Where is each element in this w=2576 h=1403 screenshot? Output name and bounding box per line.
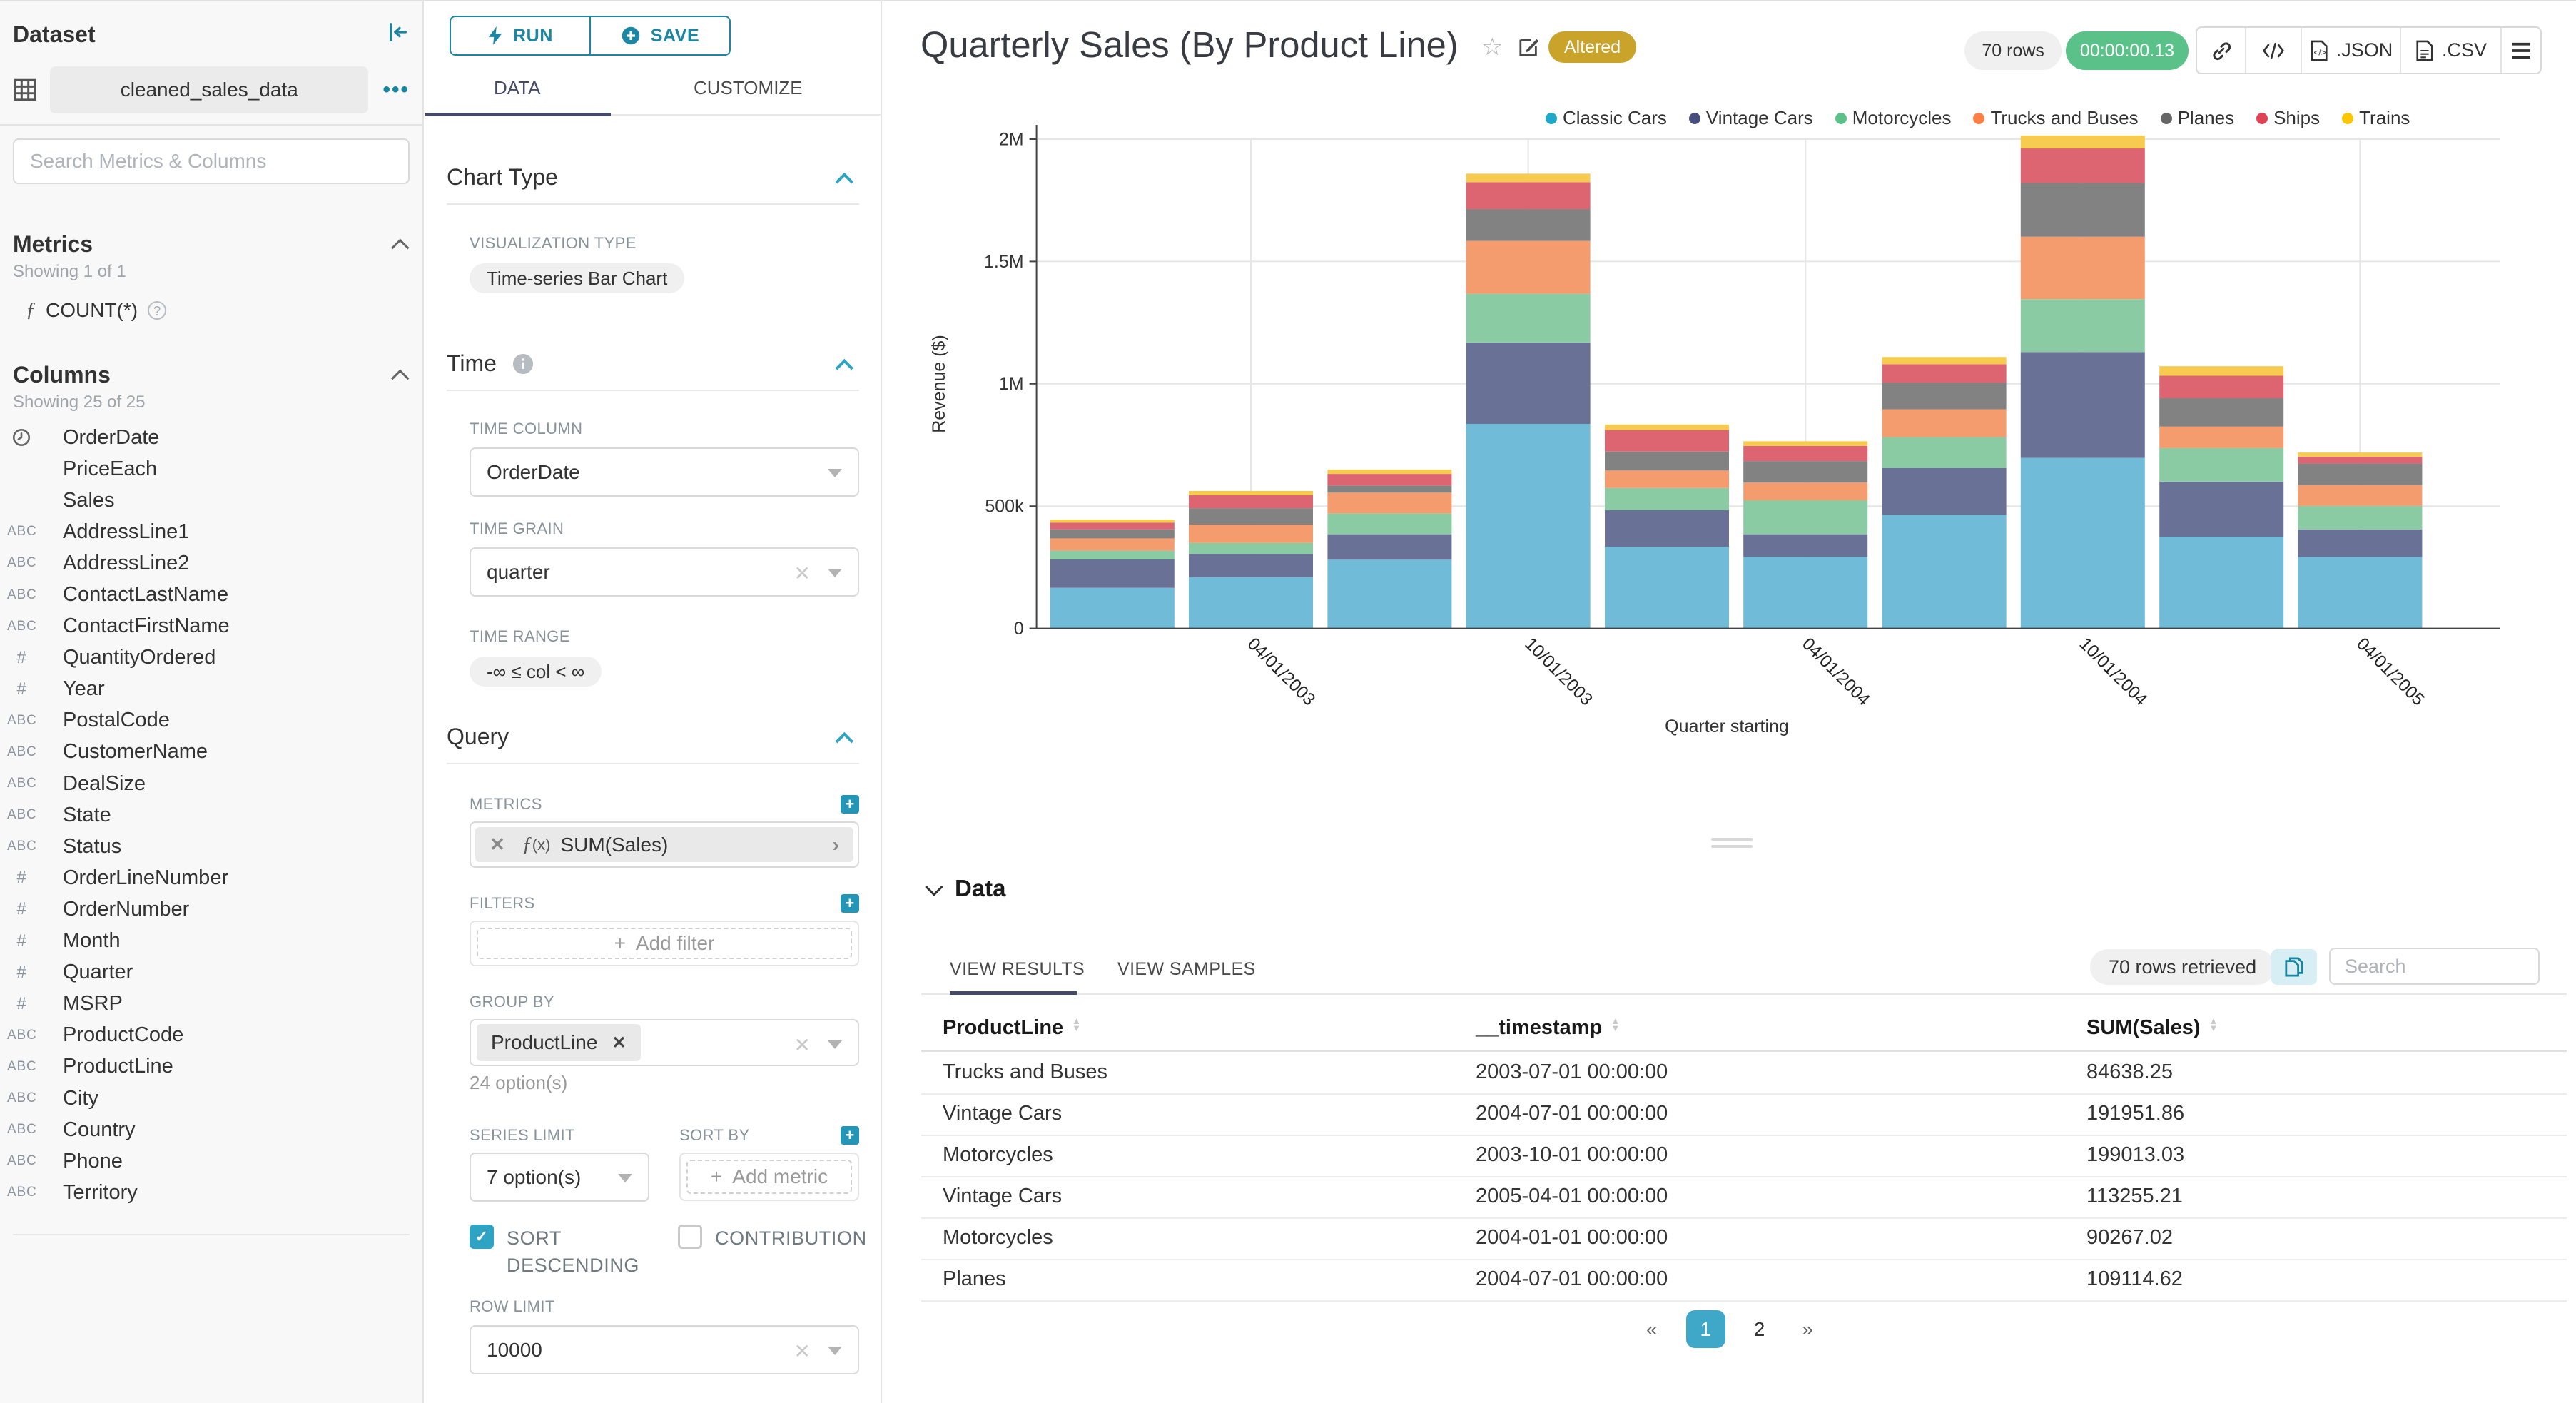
svg-text:</>: </> (2313, 47, 2326, 57)
svg-text:04/01/2003: 04/01/2003 (1244, 634, 1319, 709)
svg-text:04/01/2005: 04/01/2005 (2353, 634, 2428, 709)
svg-text:1M: 1M (999, 374, 1024, 394)
svg-text:04/01/2004: 04/01/2004 (1798, 634, 1873, 709)
svg-text:2M: 2M (999, 129, 1024, 149)
svg-text:500k: 500k (985, 497, 1024, 517)
svg-text:Quarter starting: Quarter starting (1665, 716, 1789, 736)
svg-text:Revenue ($): Revenue ($) (929, 335, 949, 433)
svg-text:0: 0 (1014, 619, 1024, 639)
svg-text:1.5M: 1.5M (984, 252, 1024, 272)
svg-text:10/01/2004: 10/01/2004 (2076, 634, 2151, 709)
svg-text:10/01/2003: 10/01/2003 (1521, 634, 1596, 709)
